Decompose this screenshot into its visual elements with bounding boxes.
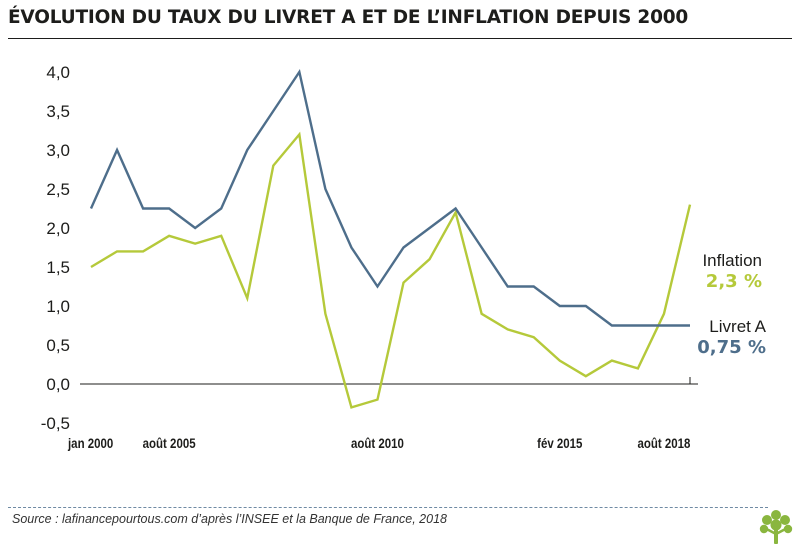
x-tick-label: août 2010 xyxy=(351,435,404,451)
y-tick-label: 1,5 xyxy=(46,258,70,277)
y-tick-label: 2,0 xyxy=(46,219,70,238)
y-tick-label: 2,5 xyxy=(46,180,70,199)
y-tick-label: -0,5 xyxy=(41,414,70,433)
x-axis-labels: jan 2000 août 2005 août 2010 fév 2015 août 2… xyxy=(67,435,690,451)
livret-a-end-value: 0,75 % xyxy=(697,337,766,358)
tree-icon xyxy=(759,510,793,544)
x-tick-label: fév 2015 xyxy=(537,435,582,451)
chart-title: ÉVOLUTION DU TAUX DU LIVRET A ET DE L’IN… xyxy=(8,7,689,28)
x-tick-label: jan 2000 xyxy=(67,435,113,451)
y-tick-label: 3,5 xyxy=(46,102,70,121)
y-tick-label: 1,0 xyxy=(46,297,70,316)
x-tick-label: août 2018 xyxy=(637,435,690,451)
title-divider xyxy=(8,38,792,39)
x-tick-label: août 2005 xyxy=(143,435,196,451)
y-tick-label: 0,5 xyxy=(46,336,70,355)
livret-a-series-name: Livret A xyxy=(709,317,766,336)
source-note: Source : lafinancepourtous.com d’après l… xyxy=(12,512,447,526)
y-tick-label: 3,0 xyxy=(46,141,70,160)
inflation-series-name: Inflation xyxy=(702,251,762,270)
inflation-line xyxy=(90,131,692,409)
inflation-end-value: 2,3 % xyxy=(706,271,762,292)
series-layer xyxy=(89,68,692,409)
line-chart: -0,5 0,0 0,5 1,0 1,5 2,0 2,5 3,0 3,5 4,0 jan 2000… xyxy=(41,63,767,451)
y-axis-labels: -0,5 0,0 0,5 1,0 1,5 2,0 2,5 3,0 3,5 4,0 xyxy=(41,63,70,433)
y-tick-label: 4,0 xyxy=(46,63,70,82)
y-tick-label: 0,0 xyxy=(46,375,70,394)
footer-divider xyxy=(8,507,768,508)
livret-a-line xyxy=(89,68,690,327)
